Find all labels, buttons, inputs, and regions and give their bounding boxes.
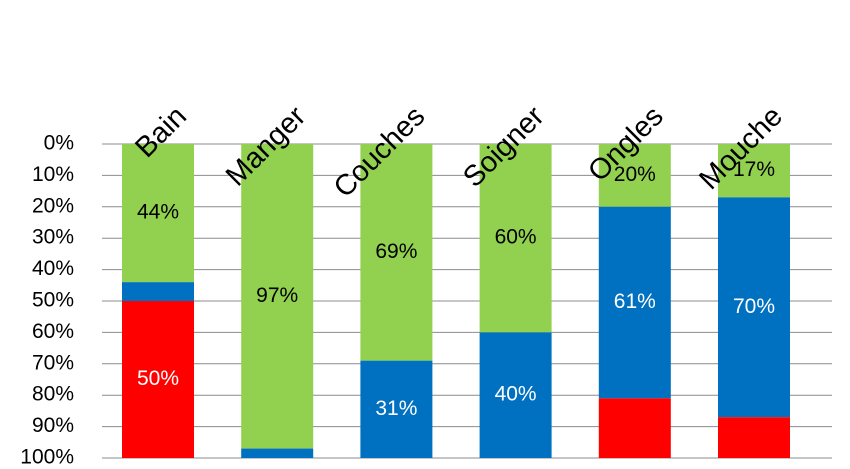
data-label: 97% xyxy=(256,284,298,307)
y-tick-label: 80% xyxy=(32,383,74,406)
data-label: 17% xyxy=(733,158,775,181)
y-tick-label: 20% xyxy=(32,194,74,217)
bar-segment xyxy=(241,144,314,449)
data-label: 60% xyxy=(495,226,537,249)
bar-segment xyxy=(598,398,671,458)
data-label: 20% xyxy=(614,163,656,186)
data-label: 50% xyxy=(137,367,179,390)
data-label: 69% xyxy=(375,240,417,263)
bar-segment xyxy=(718,144,790,198)
category-labels: Bain Manger Couches Soigner Ongles Mouche xyxy=(129,100,789,204)
y-tick-label: 0% xyxy=(44,132,74,155)
bar-segment xyxy=(598,206,671,399)
data-label: 40% xyxy=(495,383,537,406)
bar-segment xyxy=(479,332,552,458)
bar-segment xyxy=(360,360,433,458)
y-tick-label: 50% xyxy=(32,289,74,312)
gridlines xyxy=(102,143,832,459)
bar-segment xyxy=(241,448,314,458)
bar-segment xyxy=(598,144,671,207)
bar-segment xyxy=(360,144,433,361)
bar-segment xyxy=(122,282,194,301)
y-tick-label: 40% xyxy=(32,257,74,280)
data-labels: 44% 50% 97% 69% 31% 60% 40% 20% 61% 17% 70% xyxy=(137,158,775,420)
data-label: 61% xyxy=(614,290,656,313)
bar-segment xyxy=(122,301,194,458)
data-label: 31% xyxy=(375,397,417,420)
bar-segment xyxy=(718,417,790,458)
y-axis-tick-labels: 0% 10% 20% 30% 40% 50% 60% 70% 80% 90% 100% xyxy=(20,132,74,469)
y-tick-label: 60% xyxy=(32,320,74,343)
bar-segment xyxy=(122,144,194,283)
data-label: 70% xyxy=(733,295,775,318)
y-tick-label: 30% xyxy=(32,226,74,249)
y-tick-label: 70% xyxy=(32,351,74,374)
data-label: 44% xyxy=(137,201,179,224)
bar-segment xyxy=(718,197,790,418)
bar-segment xyxy=(479,144,552,333)
y-tick-label: 100% xyxy=(20,446,74,469)
bars xyxy=(122,144,790,458)
y-tick-label: 10% xyxy=(32,163,74,186)
y-tick-label: 90% xyxy=(32,414,74,437)
